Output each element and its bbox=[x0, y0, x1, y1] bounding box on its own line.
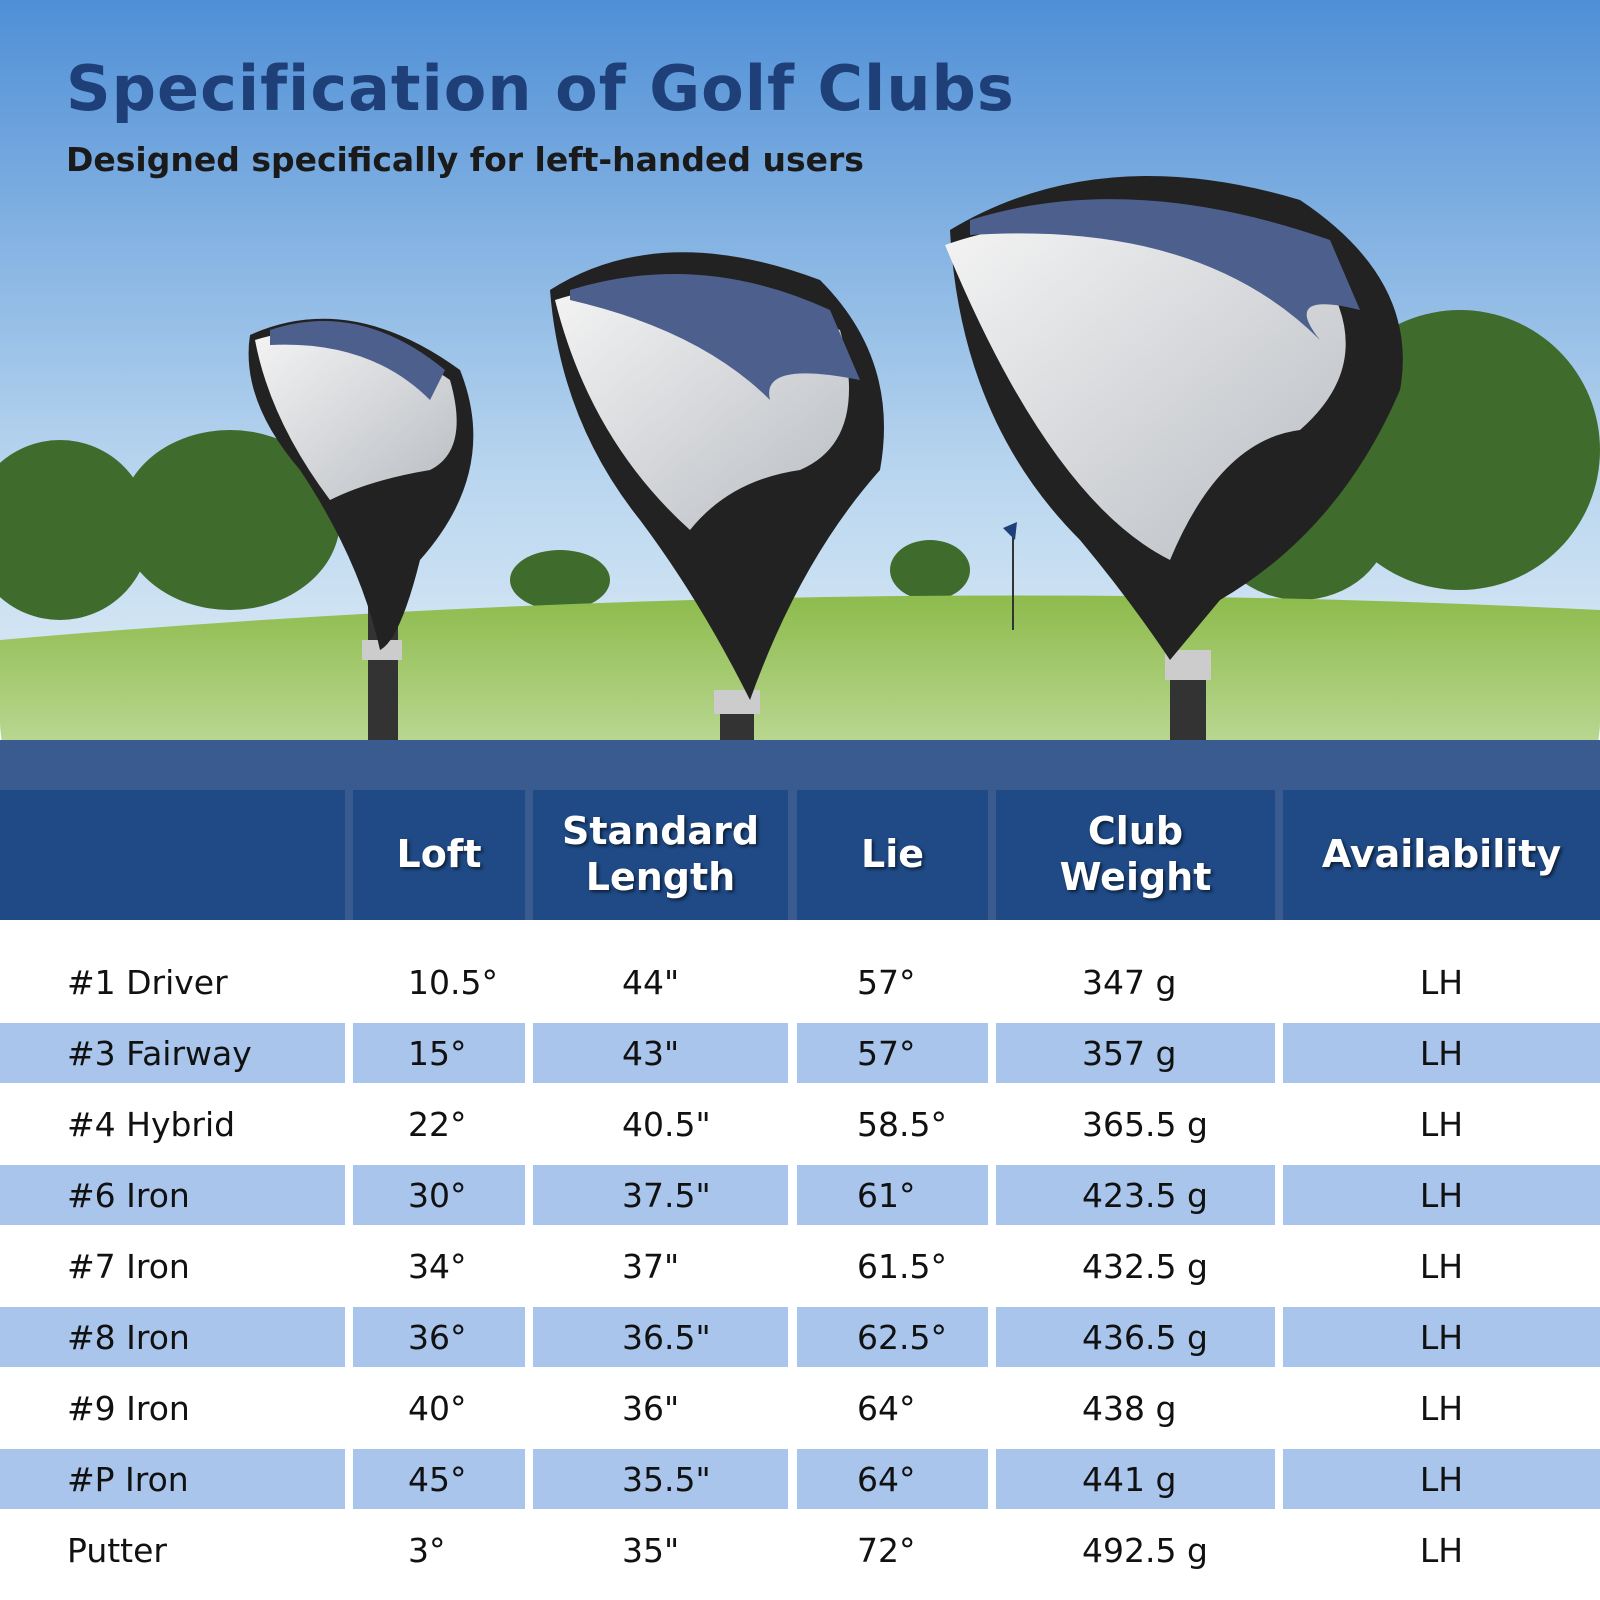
table-cell: 30° bbox=[353, 1165, 525, 1225]
subtitle: Designed specifically for left-handed us… bbox=[66, 140, 864, 179]
header-cell bbox=[0, 790, 345, 920]
table-cell: Putter bbox=[67, 1530, 167, 1570]
column-header: Lie bbox=[797, 790, 988, 920]
table-cell: 37.5" bbox=[533, 1165, 788, 1225]
table-cell: 64° bbox=[857, 1388, 916, 1428]
table-cell: 347 g bbox=[1082, 962, 1177, 1002]
column-header: Club Weight bbox=[996, 790, 1275, 920]
table-cell: 72° bbox=[857, 1530, 916, 1570]
column-header: Availability bbox=[1283, 790, 1600, 920]
table-cell: 37" bbox=[622, 1246, 680, 1286]
table-cell: LH bbox=[1283, 1023, 1600, 1083]
table-cell: 34° bbox=[408, 1246, 467, 1286]
table-cell: LH bbox=[1419, 962, 1464, 1002]
table-cell: 357 g bbox=[996, 1023, 1275, 1083]
table-cell: 57° bbox=[797, 1023, 988, 1083]
table-cell: #3 Fairway bbox=[0, 1023, 345, 1083]
table-cell: 438 g bbox=[1082, 1388, 1177, 1428]
table-cell: LH bbox=[1283, 1307, 1600, 1367]
table-cell: #9 Iron bbox=[67, 1388, 190, 1428]
title: Specification of Golf Clubs bbox=[66, 52, 1015, 125]
table-cell: 45° bbox=[353, 1449, 525, 1509]
table-cell: 15° bbox=[353, 1023, 525, 1083]
scene bbox=[0, 0, 1600, 790]
table-cell: 423.5 g bbox=[996, 1165, 1275, 1225]
table-cell: #1 Driver bbox=[67, 962, 228, 1002]
table-cell: 365.5 g bbox=[1082, 1104, 1208, 1144]
table-cell: 62.5° bbox=[797, 1307, 988, 1367]
table-cell: 441 g bbox=[996, 1449, 1275, 1509]
table-cell: 40.5" bbox=[622, 1104, 711, 1144]
table-cell: 40° bbox=[408, 1388, 467, 1428]
table-cell: 64° bbox=[797, 1449, 988, 1509]
table-cell: 61.5° bbox=[857, 1246, 947, 1286]
table-cell: LH bbox=[1283, 1449, 1600, 1509]
table-cell: #P Iron bbox=[0, 1449, 345, 1509]
table-cell: 3° bbox=[408, 1530, 446, 1570]
table-cell: #4 Hybrid bbox=[67, 1104, 236, 1144]
table-cell: 57° bbox=[857, 962, 916, 1002]
table-cell: LH bbox=[1419, 1530, 1464, 1570]
table-cell: 492.5 g bbox=[1082, 1530, 1208, 1570]
table-cell: 44" bbox=[622, 962, 680, 1002]
table-cell: LH bbox=[1419, 1388, 1464, 1428]
table-cell: #7 Iron bbox=[67, 1246, 190, 1286]
table-cell: 36° bbox=[353, 1307, 525, 1367]
table-cell: 58.5° bbox=[857, 1104, 947, 1144]
table-cell: 436.5 g bbox=[996, 1307, 1275, 1367]
table-cell: LH bbox=[1283, 1165, 1600, 1225]
column-header: Standard Length bbox=[533, 790, 788, 920]
column-header: Loft bbox=[353, 790, 525, 920]
table-cell: 35" bbox=[622, 1530, 680, 1570]
table-cell: 22° bbox=[408, 1104, 467, 1144]
table-cell: LH bbox=[1419, 1246, 1464, 1286]
table-cell: #6 Iron bbox=[0, 1165, 345, 1225]
table-cell: 61° bbox=[797, 1165, 988, 1225]
table-cell: 10.5° bbox=[408, 962, 498, 1002]
table-cell: LH bbox=[1419, 1104, 1464, 1144]
table-cell: #8 Iron bbox=[0, 1307, 345, 1367]
table-cell: 35.5" bbox=[533, 1449, 788, 1509]
table-cell: 43" bbox=[533, 1023, 788, 1083]
table-cell: 36" bbox=[622, 1388, 680, 1428]
table-cell: 432.5 g bbox=[1082, 1246, 1208, 1286]
table-cell: 36.5" bbox=[533, 1307, 788, 1367]
